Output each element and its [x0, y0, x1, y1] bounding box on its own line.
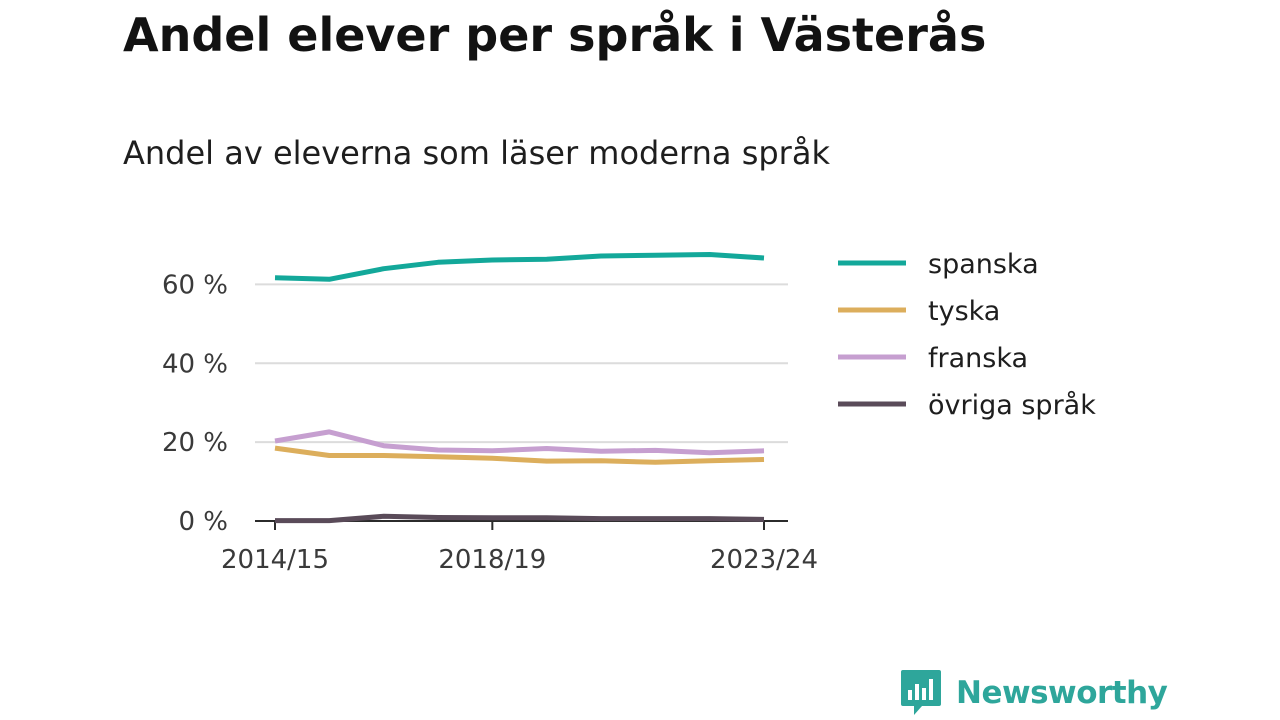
series-line-2	[274, 429, 765, 456]
series-line-3	[275, 513, 765, 524]
brand-logo: Newsworthy	[900, 668, 1168, 718]
legend-label: spanska	[928, 249, 1039, 280]
x-tick-label: 2014/15	[221, 545, 329, 575]
legend-label: tyska	[928, 296, 1000, 327]
x-tick-label: 2018/19	[438, 545, 546, 575]
legend: spanska tyska franska övriga språk	[838, 249, 1096, 421]
y-tick-label: 40 %	[162, 349, 228, 379]
chart-title: Andel elever per språk i Västerås	[123, 8, 987, 62]
gridlines	[255, 283, 788, 444]
y-axis-ticks: 0 % 20 % 40 % 60 %	[162, 270, 228, 537]
series-line-1	[274, 445, 765, 465]
x-axis: 2014/15 2018/19 2023/24	[221, 520, 818, 575]
chart-subtitle: Andel av eleverna som läser moderna språ…	[123, 134, 830, 172]
series-line-0	[274, 252, 765, 282]
legend-label: övriga språk	[928, 390, 1096, 421]
legend-label: franska	[928, 343, 1028, 374]
y-tick-label: 60 %	[162, 270, 228, 300]
y-tick-label: 20 %	[162, 428, 228, 458]
newsworthy-logo-icon	[901, 670, 941, 715]
x-tick-label: 2023/24	[710, 545, 818, 575]
series-lines	[274, 252, 765, 524]
line-chart: 0 % 20 % 40 % 60 % 2014/15 2018/19 2023/24 sp…	[162, 249, 1096, 575]
y-tick-label: 0 %	[178, 507, 228, 537]
brand-name: Newsworthy	[956, 675, 1168, 711]
